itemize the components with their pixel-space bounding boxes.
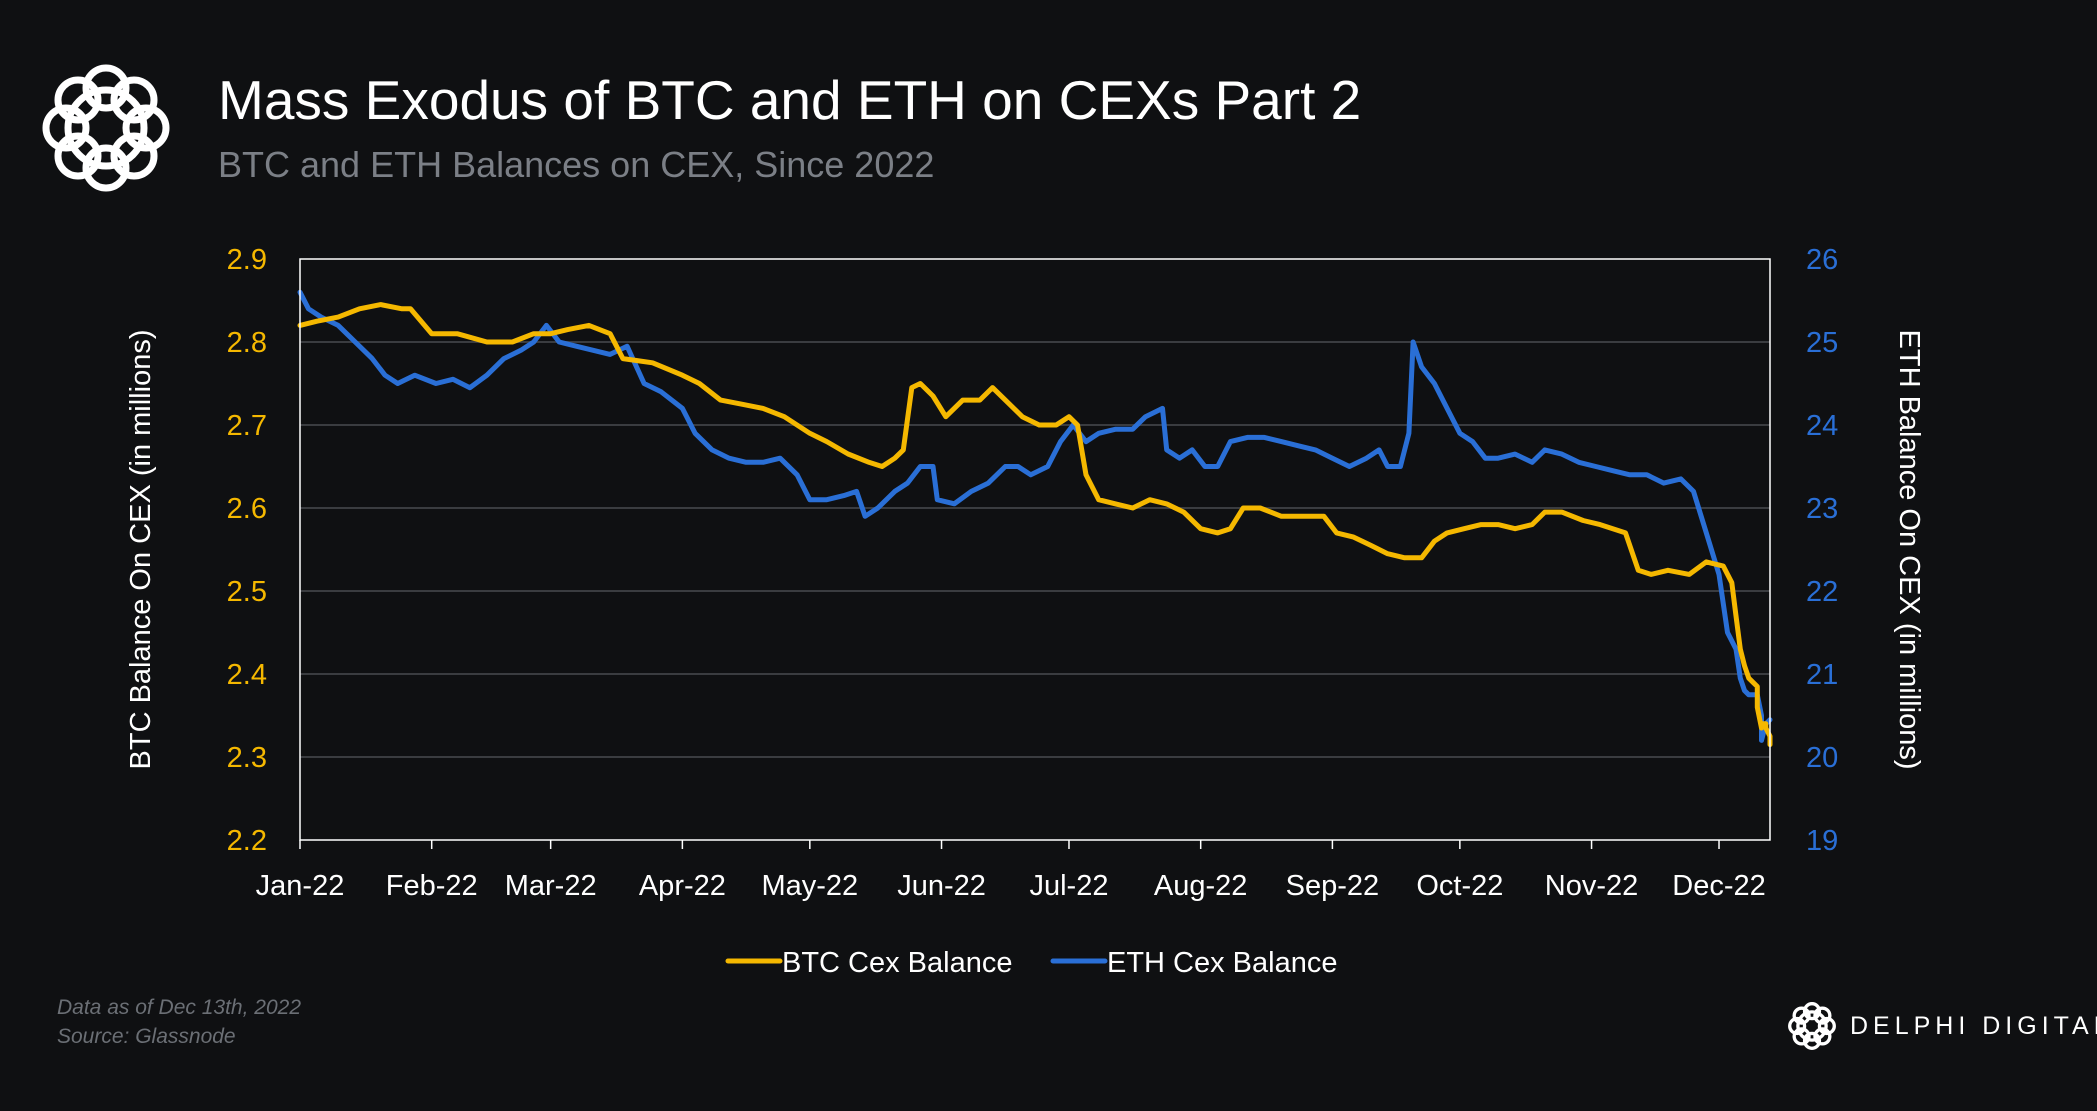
- y-left-tick-label: 2.9: [227, 244, 267, 276]
- y-right-tick-label: 20: [1806, 742, 1838, 774]
- x-tick-label: Jan-22: [256, 870, 345, 902]
- y-right-tick-label: 22: [1806, 576, 1838, 608]
- y-left-tick-label: 2.8: [227, 327, 267, 359]
- x-tick-label: Sep-22: [1286, 870, 1380, 902]
- source-note: Source: Glassnode: [57, 1025, 236, 1048]
- series-layer: [297, 289, 1773, 748]
- x-tick-label: Aug-22: [1154, 870, 1248, 902]
- legend-label: ETH Cex Balance: [1107, 947, 1338, 979]
- x-tick-label: Jun-22: [897, 870, 986, 902]
- x-tick-label: Mar-22: [505, 870, 597, 902]
- x-tick-label: Dec-22: [1672, 870, 1766, 902]
- y-left-tick-label: 2.6: [227, 493, 267, 525]
- x-tick-label: Feb-22: [386, 870, 478, 902]
- y-right-tick-label: 26: [1806, 244, 1838, 276]
- data-note: Data as of Dec 13th, 2022: [57, 996, 301, 1019]
- y-right-tick-label: 24: [1806, 410, 1838, 442]
- y-left-tick-label: 2.4: [227, 659, 267, 691]
- x-tick-label: Jul-22: [1029, 870, 1108, 902]
- y-right-tick-label: 25: [1806, 327, 1838, 359]
- y-left-tick-label: 2.3: [227, 742, 267, 774]
- y-axis-right-label: ETH Balance On CEX (in millions): [1893, 330, 1925, 770]
- legend-item-btc: BTC Cex Balance: [725, 947, 1013, 979]
- x-tick-label: Oct-22: [1416, 870, 1503, 902]
- delphi-logo-icon: [42, 64, 170, 192]
- plot-frame: [299, 258, 1771, 841]
- legend-item-eth: ETH Cex Balance: [1050, 947, 1338, 979]
- y-axis-left-label: BTC Balance On CEX (in millions): [125, 330, 157, 770]
- grid-layer: [300, 341, 1770, 758]
- eth-series-line: [297, 289, 1773, 743]
- y-left-tick-label: 2.5: [227, 576, 267, 608]
- y-right-tick-label: 23: [1806, 493, 1838, 525]
- chart-title: Mass Exodus of BTC and ETH on CEXs Part …: [218, 69, 1362, 131]
- ticks-layer: 2.2 2.3 2.4 2.5 2.6 2.7 2.8 2.9 19 20 21 22 23 24 25 26…: [227, 244, 1839, 902]
- x-tick-label: Nov-22: [1545, 870, 1639, 902]
- brand-name: DELPHI DIGITAL: [1850, 1011, 2097, 1040]
- x-tick-label: Apr-22: [639, 870, 726, 902]
- y-right-tick-label: 19: [1806, 825, 1838, 857]
- y-left-tick-label: 2.2: [227, 825, 267, 857]
- y-left-tick-label: 2.7: [227, 410, 267, 442]
- legend: BTC Cex Balance ETH Cex Balance: [725, 947, 1338, 979]
- delphi-brand-icon: [1788, 1002, 1836, 1050]
- x-tick-label: May-22: [761, 870, 858, 902]
- brand: DELPHI DIGITAL: [1786, 998, 2097, 1054]
- y-right-tick-label: 21: [1806, 659, 1838, 691]
- chart-subtitle: BTC and ETH Balances on CEX, Since 2022: [218, 144, 935, 185]
- legend-label: BTC Cex Balance: [782, 947, 1013, 979]
- btc-series-line: [297, 302, 1773, 748]
